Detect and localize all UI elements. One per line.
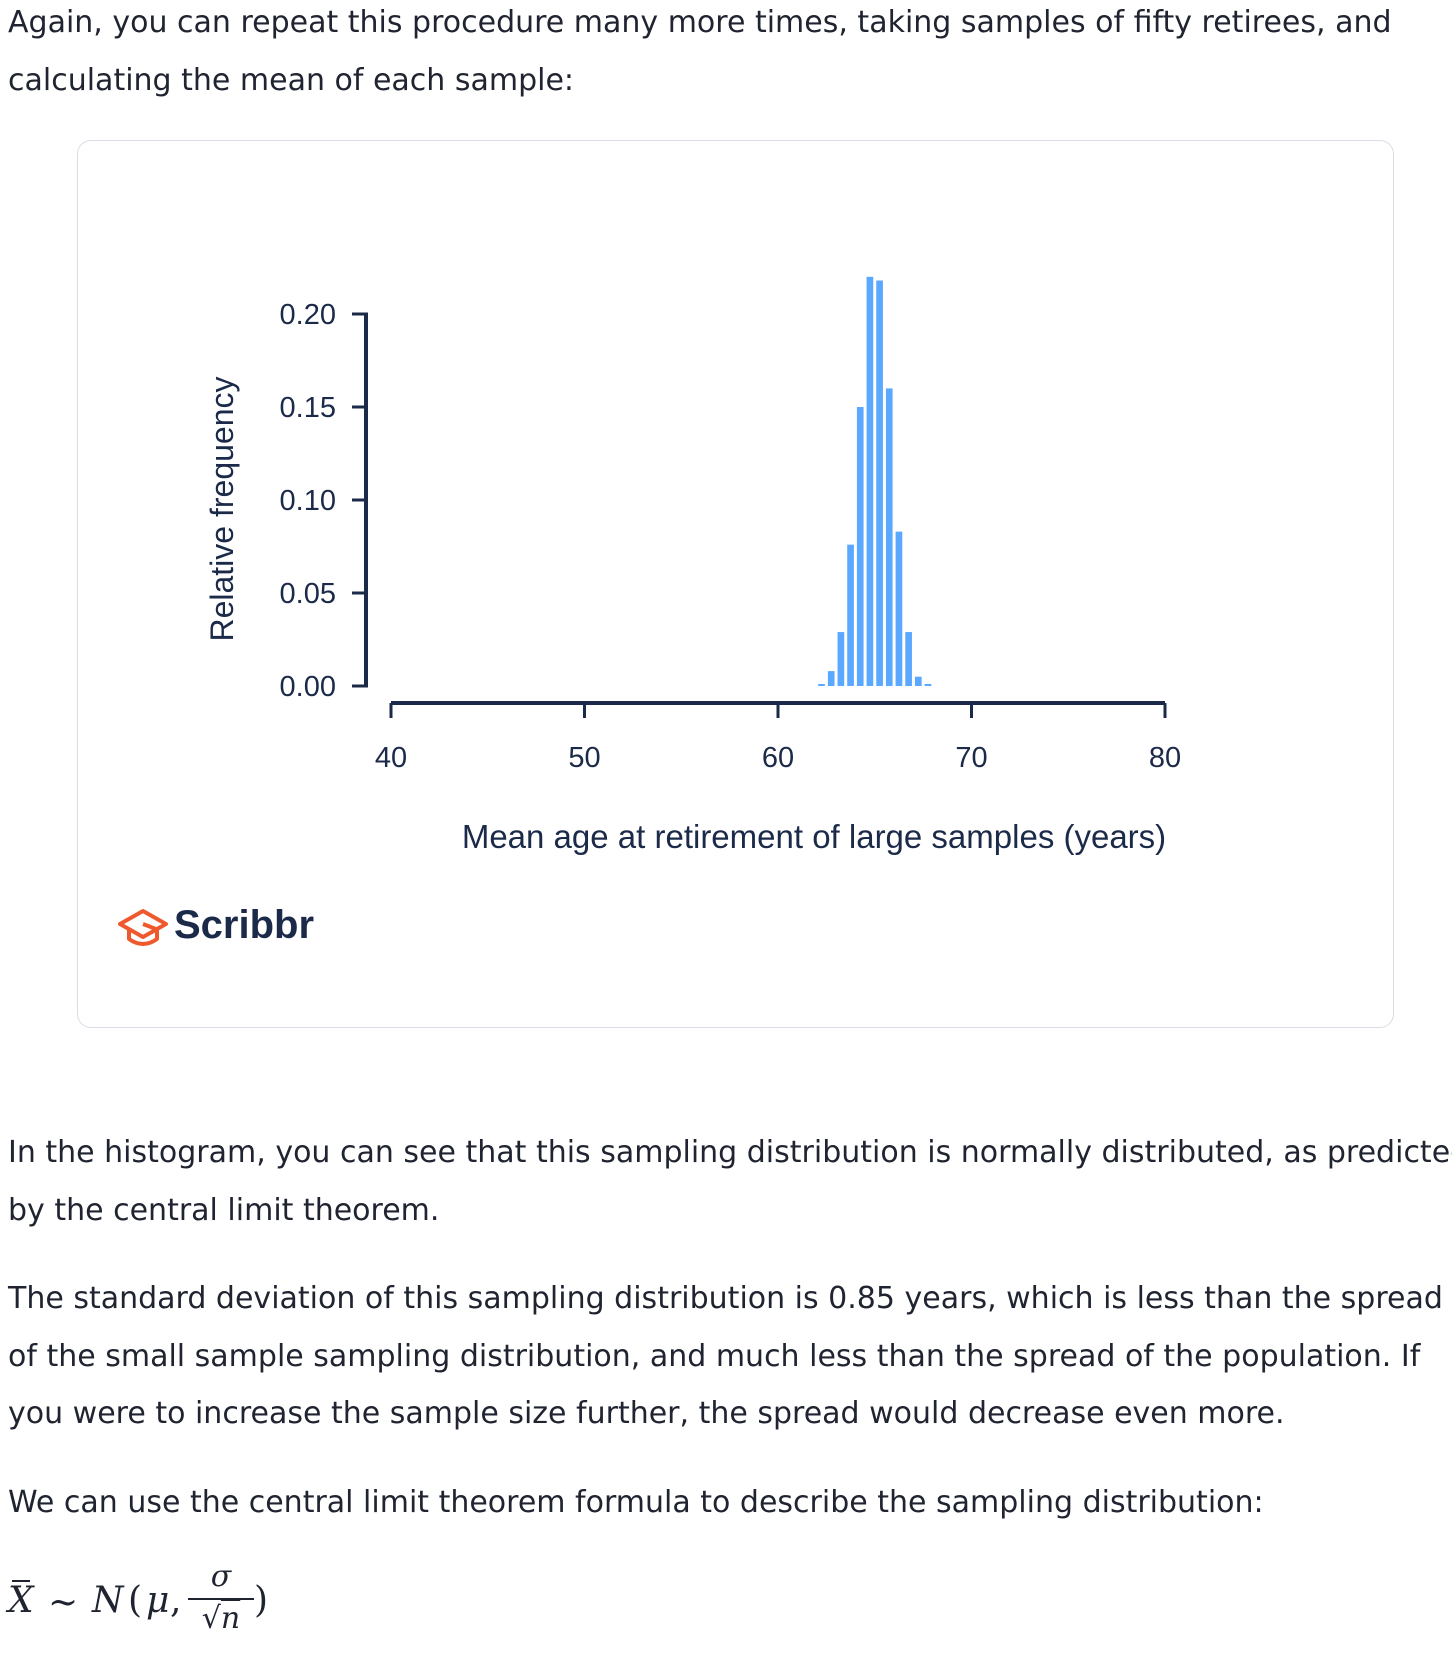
x-tick-label: 60 — [762, 742, 794, 774]
formula-tilde: ~ — [48, 1582, 79, 1623]
histogram-chart: 0.00 0.05 0.10 0.15 0.20 40 50 60 70 80 Relative… — [118, 276, 1181, 947]
formula-xbar: X — [8, 1580, 34, 1621]
formula-fraction: σ √n — [188, 1560, 254, 1638]
histogram-bars — [818, 276, 932, 686]
histogram-bar — [837, 632, 845, 686]
histogram-bar — [827, 671, 835, 686]
histogram-bar — [905, 632, 912, 686]
text-line: In the histogram, you can see that this … — [8, 1135, 1452, 1170]
formula-intro-paragraph: We can use the central limit theorem for… — [8, 1474, 1264, 1532]
formula-sigma: σ — [210, 1559, 232, 1594]
y-tick-label: 0.15 — [280, 392, 336, 424]
y-axis-ticks: 0.00 0.05 0.10 0.15 0.20 — [280, 299, 368, 703]
formula-denominator: √n — [188, 1600, 254, 1638]
text-line: you were to increase the sample size fur… — [8, 1396, 1285, 1431]
sqrt-symbol: √ — [201, 1601, 221, 1636]
brand-name: Scribbr — [174, 903, 314, 947]
histogram-note-paragraph: In the histogram, you can see that this … — [8, 1124, 1452, 1239]
y-tick-label: 0.05 — [280, 578, 336, 610]
x-tick-label: 40 — [375, 742, 407, 774]
formula-normal-symbol: N — [92, 1580, 124, 1621]
histogram-bar — [847, 544, 854, 686]
x-axis-title: Mean age at retirement of large samples … — [462, 818, 1166, 855]
text-line: calculating the mean of each sample: — [8, 62, 575, 98]
text-line: of the small sample sampling distributio… — [8, 1338, 1421, 1374]
text-line: by the central limit theorem. — [8, 1192, 440, 1228]
histogram-bar — [885, 388, 893, 686]
histogram-bar — [856, 407, 864, 686]
formula-close-paren: ) — [254, 1580, 269, 1621]
histogram-bar — [818, 684, 825, 686]
histogram-bar — [876, 280, 883, 686]
histogram-bar — [895, 531, 903, 686]
graduation-cap-logo-icon — [118, 909, 168, 946]
y-tick-label: 0.20 — [280, 299, 336, 331]
histogram-bar — [924, 684, 932, 686]
x-axis-ticks: 40 50 60 70 80 — [375, 703, 1181, 774]
y-tick-label: 0.10 — [280, 485, 336, 517]
intro-paragraph: Again, you can repeat this procedure man… — [8, 0, 1392, 109]
formula-open-paren: ( — [128, 1580, 143, 1621]
formula-comma: , — [170, 1580, 182, 1621]
x-tick-label: 80 — [1149, 742, 1181, 774]
histogram-figure: 0.00 0.05 0.10 0.15 0.20 40 50 60 70 80 Relative… — [77, 140, 1394, 1028]
formula-n: n — [220, 1601, 241, 1636]
histogram-bar — [914, 676, 922, 686]
x-tick-label: 70 — [955, 742, 987, 774]
x-tick-label: 50 — [568, 742, 600, 774]
fraction-bar — [188, 1598, 254, 1600]
scribbr-logo: Scribbr — [118, 903, 314, 947]
text-line: The standard deviation of this sampling … — [8, 1281, 1443, 1316]
std-note-paragraph: The standard deviation of this sampling … — [8, 1270, 1443, 1443]
y-axis-title: Relative frequency — [204, 376, 240, 641]
text-line: Again, you can repeat this procedure man… — [8, 5, 1392, 40]
y-tick-label: 0.00 — [280, 671, 336, 703]
text-line: We can use the central limit theorem for… — [8, 1485, 1264, 1520]
formula-mu: μ — [146, 1580, 170, 1621]
histogram-bar — [866, 276, 874, 686]
